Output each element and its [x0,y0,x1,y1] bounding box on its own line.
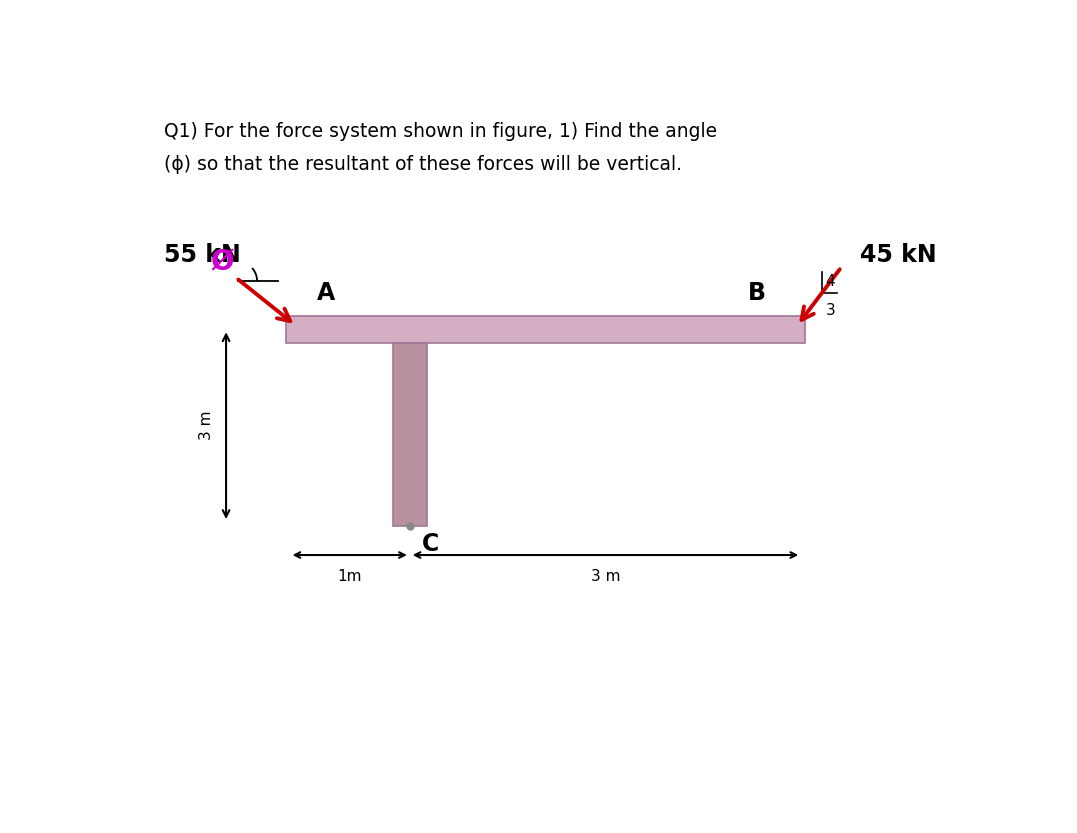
Text: 55 kN: 55 kN [164,242,241,267]
Text: (ϕ) so that the resultant of these forces will be vertical.: (ϕ) so that the resultant of these force… [164,155,682,173]
Bar [393,342,426,526]
Text: 3 m: 3 m [590,569,620,584]
Text: A: A [317,281,335,305]
Text: 45 kN: 45 kN [861,242,937,267]
Text: C: C [421,532,438,556]
Text: 3 m: 3 m [199,411,214,441]
Text: 1m: 1m [337,569,362,584]
Text: Ø: Ø [210,248,234,277]
Text: 3: 3 [826,302,836,317]
Text: B: B [747,281,766,305]
Text: Q1) For the force system shown in figure, 1) Find the angle: Q1) For the force system shown in figure… [164,122,717,141]
Text: 4: 4 [825,273,835,288]
Bar [285,317,805,342]
